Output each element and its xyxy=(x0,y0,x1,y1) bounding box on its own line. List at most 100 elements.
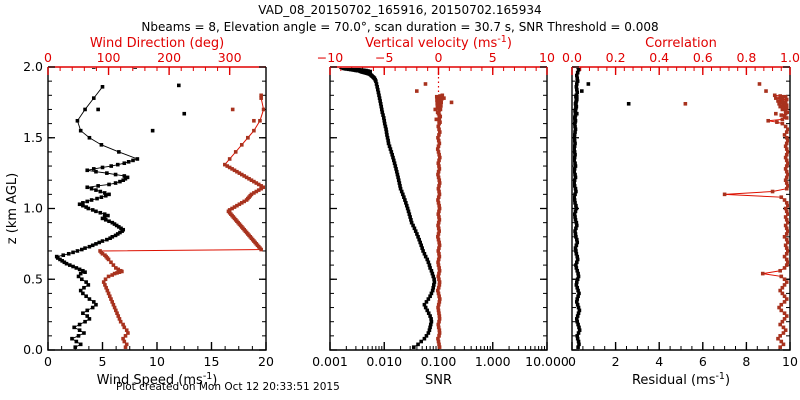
data-point xyxy=(436,220,441,225)
data-point xyxy=(575,297,580,301)
data-point xyxy=(81,291,85,296)
data-point xyxy=(381,116,386,120)
data-point xyxy=(100,85,105,89)
data-point xyxy=(436,172,440,177)
data-point xyxy=(115,162,120,167)
data-point xyxy=(359,68,364,72)
data-point xyxy=(94,169,98,174)
data-point xyxy=(118,179,122,184)
data-point xyxy=(66,251,71,256)
data-point xyxy=(100,216,105,221)
data-point xyxy=(421,249,425,253)
data-point xyxy=(85,308,90,313)
data-point xyxy=(573,218,578,222)
data-point xyxy=(777,101,781,106)
data-point xyxy=(85,168,90,173)
data-point xyxy=(426,260,431,265)
data-point xyxy=(573,232,578,236)
data-point xyxy=(339,68,343,70)
data-point xyxy=(382,118,387,123)
data-point xyxy=(784,246,789,250)
data-point xyxy=(79,277,84,282)
data-point xyxy=(437,246,441,250)
data-point xyxy=(781,342,786,347)
data-point xyxy=(783,109,788,113)
data-point xyxy=(350,68,355,71)
data-point xyxy=(784,201,789,205)
data-point xyxy=(427,263,432,267)
data-point xyxy=(436,223,440,228)
data-point xyxy=(764,89,768,93)
data-point xyxy=(778,94,782,98)
data-point xyxy=(586,82,591,86)
data-point xyxy=(99,143,104,147)
data-point xyxy=(408,215,412,219)
data-point xyxy=(575,317,579,321)
y-axis-tick-label: 1.5 xyxy=(23,130,43,145)
data-point xyxy=(575,223,579,228)
data-point xyxy=(409,218,413,222)
data-point xyxy=(573,152,577,157)
data-point xyxy=(434,117,439,122)
data-point xyxy=(437,229,441,233)
data-point xyxy=(384,127,388,132)
data-point xyxy=(576,305,581,310)
data-point xyxy=(98,249,102,253)
panel-2-series-2 xyxy=(434,93,445,349)
data-point xyxy=(239,172,244,177)
data-point xyxy=(435,98,439,103)
data-point xyxy=(437,277,441,282)
data-point xyxy=(87,297,92,301)
data-point xyxy=(437,218,442,222)
data-point xyxy=(114,308,118,313)
data-point xyxy=(438,155,442,160)
data-point xyxy=(784,147,789,151)
data-point xyxy=(573,133,577,137)
data-point xyxy=(783,124,788,129)
data-point xyxy=(437,251,441,256)
data-point xyxy=(784,297,789,301)
data-point xyxy=(430,271,435,276)
data-point xyxy=(113,233,118,238)
data-point xyxy=(576,331,581,335)
data-point xyxy=(368,69,372,74)
data-point xyxy=(123,334,128,338)
data-point xyxy=(116,267,121,272)
data-point xyxy=(254,181,259,185)
data-point xyxy=(396,178,401,182)
data-point xyxy=(113,181,118,185)
data-point xyxy=(232,205,237,209)
data-point xyxy=(428,266,432,270)
data-point xyxy=(575,277,580,282)
data-point xyxy=(784,280,789,284)
data-point xyxy=(576,339,581,344)
data-point xyxy=(342,68,346,69)
data-point xyxy=(437,127,441,132)
data-point xyxy=(784,314,789,318)
data-point xyxy=(118,230,122,235)
data-point xyxy=(393,164,398,168)
data-point xyxy=(378,101,383,106)
data-point xyxy=(389,150,394,154)
data-point xyxy=(256,182,261,187)
data-point xyxy=(783,100,788,105)
data-point xyxy=(573,144,577,149)
data-point xyxy=(225,164,230,168)
data-point xyxy=(776,99,780,103)
data-point xyxy=(115,311,119,316)
data-point xyxy=(425,257,430,262)
data-point xyxy=(78,342,83,347)
data-point xyxy=(106,291,111,296)
data-point xyxy=(576,311,581,316)
series-line xyxy=(724,94,789,348)
data-point xyxy=(576,68,580,69)
data-point xyxy=(437,158,441,163)
data-point xyxy=(432,277,436,282)
panel-3-series-3 xyxy=(575,82,631,116)
data-point xyxy=(126,160,131,164)
data-point xyxy=(83,270,87,274)
data-point xyxy=(437,317,442,321)
data-point xyxy=(437,240,441,245)
top-axis-tick-label: 0.4 xyxy=(649,50,669,65)
data-point xyxy=(258,118,262,123)
